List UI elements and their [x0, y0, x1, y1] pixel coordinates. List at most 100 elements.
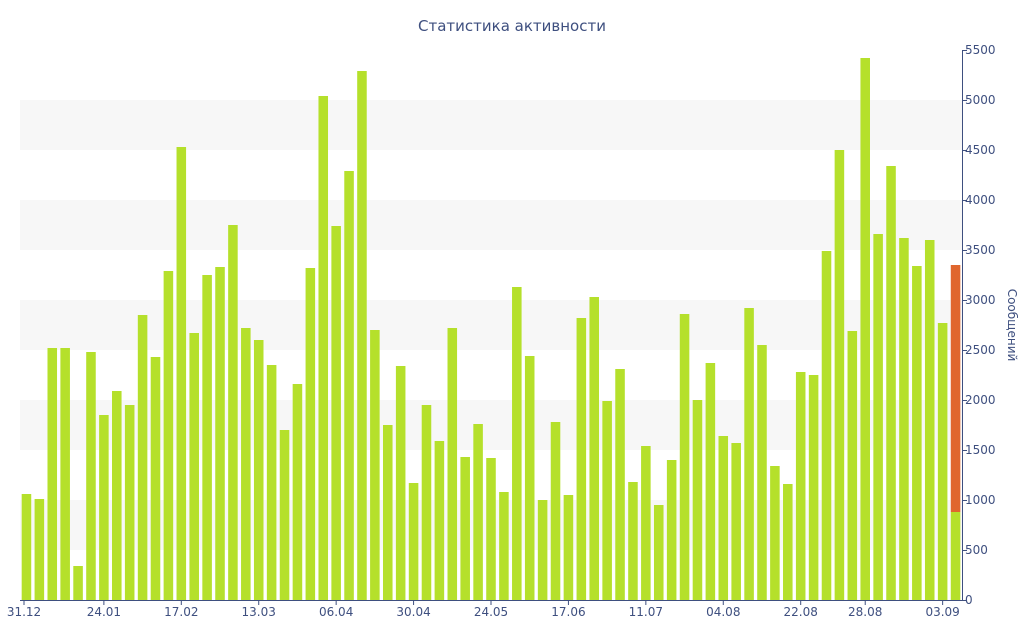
bar[interactable]: [357, 71, 367, 600]
bar[interactable]: [524, 356, 535, 600]
bar[interactable]: [744, 308, 754, 600]
bar[interactable]: [641, 446, 651, 600]
bar[interactable]: [241, 328, 251, 600]
bar[interactable]: [783, 484, 793, 600]
bar[interactable]: [73, 566, 83, 600]
bar[interactable]: [253, 340, 264, 600]
grid-band: [20, 300, 962, 350]
bar[interactable]: [395, 366, 406, 600]
bar[interactable]: [292, 384, 303, 600]
x-tick-label: 24.01: [87, 605, 121, 619]
bar[interactable]: [176, 147, 187, 600]
bar[interactable]: [886, 166, 896, 600]
bar[interactable]: [899, 238, 909, 600]
bar[interactable]: [47, 348, 58, 600]
x-tick-label: 28.08: [848, 605, 882, 619]
chart-title: Статистика активности: [418, 17, 606, 35]
y-tick-label: 3000: [965, 293, 996, 307]
bar[interactable]: [408, 483, 419, 600]
bar[interactable]: [124, 405, 135, 600]
bar[interactable]: [215, 267, 225, 600]
bar[interactable]: [653, 505, 664, 600]
bar[interactable]: [137, 315, 148, 600]
x-tick-label: 11.07: [629, 605, 663, 619]
bar[interactable]: [937, 323, 948, 600]
bar[interactable]: [666, 460, 677, 600]
bar[interactable]: [847, 331, 858, 600]
y-tick-label: 2000: [965, 393, 996, 407]
bar[interactable]: [421, 405, 432, 600]
bar-highlight[interactable]: [950, 265, 961, 512]
bar[interactable]: [228, 225, 238, 600]
bar[interactable]: [266, 365, 277, 600]
bar[interactable]: [912, 266, 922, 600]
bar[interactable]: [331, 226, 341, 600]
bar[interactable]: [731, 443, 741, 600]
x-tick-label: 04.08: [706, 605, 740, 619]
bar[interactable]: [382, 425, 393, 600]
x-tick-label: 24.05: [474, 605, 508, 619]
bar[interactable]: [602, 401, 612, 600]
bar[interactable]: [692, 400, 703, 600]
x-tick-label: 17.06: [551, 605, 585, 619]
bar[interactable]: [679, 314, 690, 600]
bar[interactable]: [873, 234, 883, 600]
bar[interactable]: [318, 96, 329, 600]
y-axis-label: Сообщений: [1005, 289, 1019, 362]
bar[interactable]: [150, 357, 161, 600]
bar[interactable]: [189, 333, 199, 600]
bar[interactable]: [563, 495, 574, 600]
bar[interactable]: [434, 441, 445, 600]
bar[interactable]: [718, 436, 729, 600]
y-axis-ticks: 0 500 1000 1500 2000 2500 3000 3500 4000 4500 5000…: [962, 43, 996, 607]
bar[interactable]: [370, 330, 380, 600]
bar[interactable]: [705, 363, 716, 600]
bar[interactable]: [279, 430, 290, 600]
bar[interactable]: [486, 458, 496, 600]
bar[interactable]: [795, 372, 806, 600]
bar[interactable]: [628, 482, 638, 600]
x-tick-label: 03.09: [925, 605, 959, 619]
bar[interactable]: [60, 348, 70, 600]
bar[interactable]: [202, 275, 212, 600]
bar[interactable]: [34, 499, 45, 600]
bar[interactable]: [512, 287, 522, 600]
grid-band: [20, 200, 962, 250]
bar[interactable]: [447, 328, 458, 600]
bar[interactable]: [305, 268, 316, 600]
bar[interactable]: [112, 391, 122, 600]
x-tick-label: 13.03: [242, 605, 276, 619]
bar[interactable]: [860, 58, 870, 600]
x-tick-label: 17.02: [164, 605, 198, 619]
x-axis-ticks: 31.12 24.01 17.02 13.03 06.04 30.04 24.05 17.06…: [7, 600, 960, 619]
bar[interactable]: [86, 352, 96, 600]
bar[interactable]: [821, 251, 832, 600]
bar[interactable]: [924, 240, 935, 600]
x-tick-label: 31.12: [7, 605, 41, 619]
bar[interactable]: [615, 369, 625, 600]
bar[interactable]: [21, 494, 32, 600]
bar[interactable]: [163, 271, 174, 600]
bar[interactable]: [576, 318, 587, 600]
bar[interactable]: [589, 297, 600, 600]
y-tick-label: 1000: [965, 493, 996, 507]
bar[interactable]: [473, 424, 483, 600]
y-tick-label: 0: [965, 593, 973, 607]
x-tick-label: 22.08: [784, 605, 818, 619]
bar[interactable]: [537, 500, 548, 600]
bar[interactable]: [808, 375, 819, 600]
y-tick-label: 5000: [965, 93, 996, 107]
bar[interactable]: [834, 150, 845, 600]
grid-band: [20, 400, 962, 450]
bar[interactable]: [460, 457, 470, 600]
x-tick-label: 30.04: [396, 605, 430, 619]
bar[interactable]: [499, 492, 509, 600]
bar[interactable]: [770, 466, 780, 600]
bar[interactable]: [99, 415, 109, 600]
bar[interactable]: [757, 345, 767, 600]
bars: [21, 58, 961, 600]
bar[interactable]: [550, 422, 561, 600]
bar[interactable]: [950, 512, 961, 600]
bar[interactable]: [344, 171, 354, 600]
